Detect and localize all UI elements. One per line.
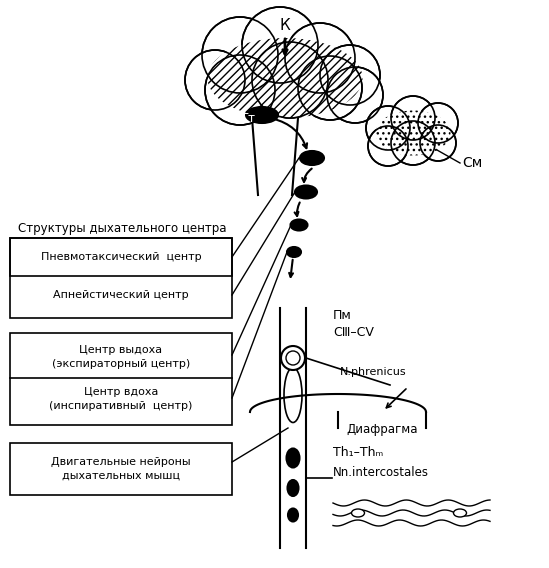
Ellipse shape — [376, 111, 451, 156]
Ellipse shape — [284, 367, 302, 423]
Text: (инспиративный  центр): (инспиративный центр) — [49, 401, 193, 411]
Text: дыхательных мышц: дыхательных мышц — [62, 471, 180, 481]
Text: Пневмотаксический  центр: Пневмотаксический центр — [41, 252, 201, 262]
Ellipse shape — [288, 508, 298, 521]
Bar — [10, 443, 232, 495]
Text: Пм: Пм — [333, 308, 352, 321]
Circle shape — [281, 346, 305, 370]
Circle shape — [418, 103, 458, 143]
Circle shape — [285, 23, 355, 93]
Circle shape — [320, 45, 380, 105]
Circle shape — [420, 125, 456, 161]
Text: Центр выдоха: Центр выдоха — [80, 345, 163, 355]
Text: Диафрагма: Диафрагма — [346, 424, 418, 436]
Bar — [10, 238, 232, 276]
Text: Центр вдоха: Центр вдоха — [84, 387, 158, 397]
Text: N.phrenicus: N.phrenicus — [340, 367, 407, 377]
Circle shape — [286, 351, 300, 365]
Circle shape — [391, 96, 435, 140]
Circle shape — [185, 50, 245, 110]
Ellipse shape — [208, 38, 362, 118]
Text: Структуры дыхательного центра: Структуры дыхательного центра — [18, 222, 227, 235]
Ellipse shape — [300, 151, 324, 165]
Bar — [10, 238, 232, 318]
Ellipse shape — [287, 247, 301, 257]
Circle shape — [391, 121, 435, 165]
Text: CⅢ–CⅤ: CⅢ–CⅤ — [333, 325, 374, 339]
Ellipse shape — [290, 219, 307, 231]
Text: Th₁–Thₘ: Th₁–Thₘ — [333, 445, 383, 458]
Bar — [10, 333, 232, 425]
Text: Гт: Гт — [242, 111, 256, 124]
Text: Nn.intercostales: Nn.intercostales — [333, 466, 429, 478]
Circle shape — [202, 17, 278, 93]
Text: См: См — [462, 156, 482, 170]
Ellipse shape — [287, 449, 300, 467]
Ellipse shape — [288, 480, 299, 496]
Circle shape — [298, 56, 362, 120]
Circle shape — [252, 42, 328, 118]
Ellipse shape — [351, 509, 365, 517]
Text: К: К — [279, 18, 290, 32]
Text: Апнейстический центр: Апнейстический центр — [53, 290, 189, 300]
Circle shape — [242, 7, 318, 83]
Ellipse shape — [453, 509, 467, 517]
Ellipse shape — [295, 186, 317, 198]
Text: Двигательные нейроны: Двигательные нейроны — [51, 457, 191, 467]
Text: (экспираторный центр): (экспираторный центр) — [52, 359, 190, 369]
Ellipse shape — [246, 107, 278, 123]
Circle shape — [327, 67, 383, 123]
Circle shape — [366, 106, 410, 150]
Circle shape — [368, 126, 408, 166]
Circle shape — [205, 55, 275, 125]
